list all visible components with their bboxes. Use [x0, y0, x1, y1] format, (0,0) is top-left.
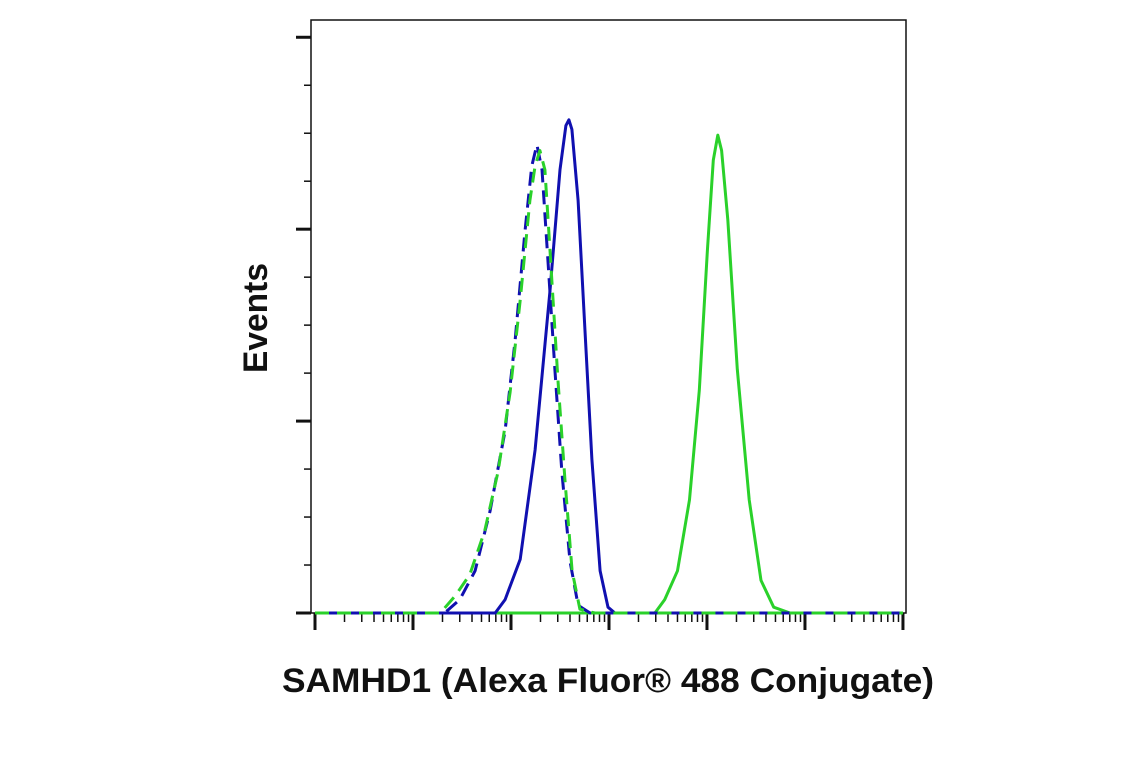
- histogram-line: [315, 149, 903, 615]
- x-axis-title: SAMHD1 (Alexa Fluor® 488 Conjugate): [282, 662, 934, 700]
- histogram-line: [315, 118, 903, 615]
- histogram-line: [315, 133, 903, 615]
- histogram-line: [315, 143, 903, 615]
- plot-frame: [310, 19, 907, 614]
- y-axis-title: Events: [237, 263, 275, 373]
